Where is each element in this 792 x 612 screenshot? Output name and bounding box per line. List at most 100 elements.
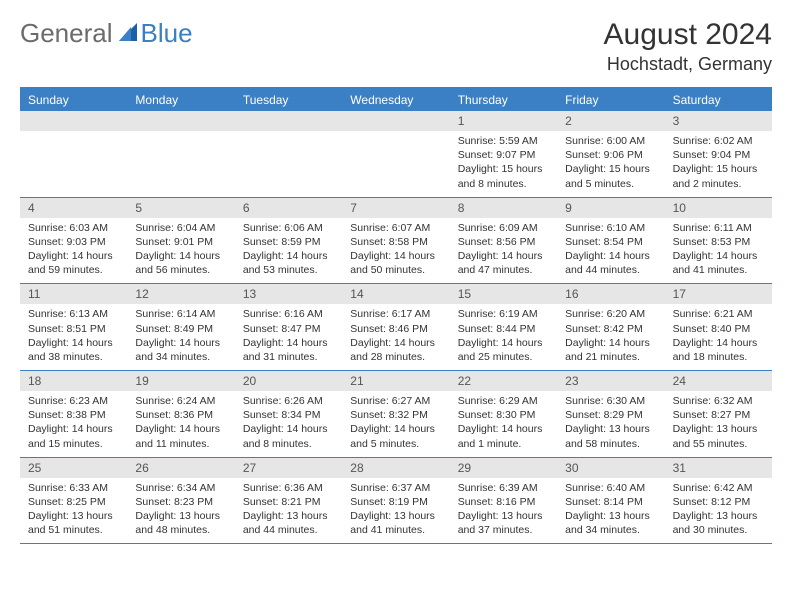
daylight-text: Daylight: 13 hours and 55 minutes. bbox=[673, 422, 764, 450]
day-data: Sunrise: 6:34 AMSunset: 8:23 PMDaylight:… bbox=[127, 478, 234, 544]
daylight-text: Daylight: 14 hours and 11 minutes. bbox=[135, 422, 226, 450]
daylight-text: Daylight: 14 hours and 1 minute. bbox=[458, 422, 549, 450]
sunrise-text: Sunrise: 6:02 AM bbox=[673, 134, 764, 148]
day-cell: 28Sunrise: 6:37 AMSunset: 8:19 PMDayligh… bbox=[342, 458, 449, 544]
sunset-text: Sunset: 8:56 PM bbox=[458, 235, 549, 249]
sunrise-text: Sunrise: 6:37 AM bbox=[350, 481, 441, 495]
day-number: 6 bbox=[235, 198, 342, 218]
daylight-text: Daylight: 14 hours and 50 minutes. bbox=[350, 249, 441, 277]
day-data: Sunrise: 6:40 AMSunset: 8:14 PMDaylight:… bbox=[557, 478, 664, 544]
day-data: Sunrise: 6:30 AMSunset: 8:29 PMDaylight:… bbox=[557, 391, 664, 457]
day-number: 23 bbox=[557, 371, 664, 391]
day-cell: 17Sunrise: 6:21 AMSunset: 8:40 PMDayligh… bbox=[665, 284, 772, 370]
day-number: 25 bbox=[20, 458, 127, 478]
sunset-text: Sunset: 8:40 PM bbox=[673, 322, 764, 336]
sunset-text: Sunset: 8:42 PM bbox=[565, 322, 656, 336]
day-cell: 29Sunrise: 6:39 AMSunset: 8:16 PMDayligh… bbox=[450, 458, 557, 544]
day-data bbox=[127, 131, 234, 193]
day-data: Sunrise: 6:11 AMSunset: 8:53 PMDaylight:… bbox=[665, 218, 772, 284]
daylight-text: Daylight: 13 hours and 44 minutes. bbox=[243, 509, 334, 537]
sunset-text: Sunset: 8:21 PM bbox=[243, 495, 334, 509]
daylight-text: Daylight: 14 hours and 56 minutes. bbox=[135, 249, 226, 277]
sunrise-text: Sunrise: 6:00 AM bbox=[565, 134, 656, 148]
daylight-text: Daylight: 14 hours and 25 minutes. bbox=[458, 336, 549, 364]
day-cell: 15Sunrise: 6:19 AMSunset: 8:44 PMDayligh… bbox=[450, 284, 557, 370]
daylight-text: Daylight: 14 hours and 53 minutes. bbox=[243, 249, 334, 277]
day-data: Sunrise: 6:29 AMSunset: 8:30 PMDaylight:… bbox=[450, 391, 557, 457]
daylight-text: Daylight: 14 hours and 34 minutes. bbox=[135, 336, 226, 364]
sunset-text: Sunset: 9:01 PM bbox=[135, 235, 226, 249]
sunset-text: Sunset: 9:03 PM bbox=[28, 235, 119, 249]
sunset-text: Sunset: 8:47 PM bbox=[243, 322, 334, 336]
day-header-wed: Wednesday bbox=[342, 89, 449, 111]
day-number: 5 bbox=[127, 198, 234, 218]
day-data: Sunrise: 6:21 AMSunset: 8:40 PMDaylight:… bbox=[665, 304, 772, 370]
daylight-text: Daylight: 13 hours and 51 minutes. bbox=[28, 509, 119, 537]
daylight-text: Daylight: 14 hours and 47 minutes. bbox=[458, 249, 549, 277]
weeks-container: 1Sunrise: 5:59 AMSunset: 9:07 PMDaylight… bbox=[20, 111, 772, 544]
day-data: Sunrise: 6:10 AMSunset: 8:54 PMDaylight:… bbox=[557, 218, 664, 284]
daylight-text: Daylight: 14 hours and 28 minutes. bbox=[350, 336, 441, 364]
sunset-text: Sunset: 8:44 PM bbox=[458, 322, 549, 336]
sunset-text: Sunset: 9:06 PM bbox=[565, 148, 656, 162]
day-number: 7 bbox=[342, 198, 449, 218]
day-number: 30 bbox=[557, 458, 664, 478]
day-data bbox=[235, 131, 342, 193]
day-number: 27 bbox=[235, 458, 342, 478]
day-header-row: Sunday Monday Tuesday Wednesday Thursday… bbox=[20, 89, 772, 111]
daylight-text: Daylight: 15 hours and 8 minutes. bbox=[458, 162, 549, 190]
sunset-text: Sunset: 8:59 PM bbox=[243, 235, 334, 249]
day-cell: 1Sunrise: 5:59 AMSunset: 9:07 PMDaylight… bbox=[450, 111, 557, 197]
sunrise-text: Sunrise: 6:07 AM bbox=[350, 221, 441, 235]
sunrise-text: Sunrise: 6:32 AM bbox=[673, 394, 764, 408]
daylight-text: Daylight: 14 hours and 8 minutes. bbox=[243, 422, 334, 450]
sunset-text: Sunset: 9:07 PM bbox=[458, 148, 549, 162]
sunrise-text: Sunrise: 6:11 AM bbox=[673, 221, 764, 235]
day-data: Sunrise: 6:17 AMSunset: 8:46 PMDaylight:… bbox=[342, 304, 449, 370]
day-data: Sunrise: 6:33 AMSunset: 8:25 PMDaylight:… bbox=[20, 478, 127, 544]
sunrise-text: Sunrise: 6:16 AM bbox=[243, 307, 334, 321]
sunset-text: Sunset: 8:51 PM bbox=[28, 322, 119, 336]
sunrise-text: Sunrise: 6:33 AM bbox=[28, 481, 119, 495]
day-data: Sunrise: 5:59 AMSunset: 9:07 PMDaylight:… bbox=[450, 131, 557, 197]
day-number: 20 bbox=[235, 371, 342, 391]
daylight-text: Daylight: 14 hours and 5 minutes. bbox=[350, 422, 441, 450]
day-number: 10 bbox=[665, 198, 772, 218]
sunset-text: Sunset: 8:23 PM bbox=[135, 495, 226, 509]
day-cell: 19Sunrise: 6:24 AMSunset: 8:36 PMDayligh… bbox=[127, 371, 234, 457]
sunset-text: Sunset: 8:32 PM bbox=[350, 408, 441, 422]
day-cell: 6Sunrise: 6:06 AMSunset: 8:59 PMDaylight… bbox=[235, 198, 342, 284]
sunrise-text: Sunrise: 6:19 AM bbox=[458, 307, 549, 321]
day-header-thu: Thursday bbox=[450, 89, 557, 111]
sunset-text: Sunset: 8:29 PM bbox=[565, 408, 656, 422]
week-row: 25Sunrise: 6:33 AMSunset: 8:25 PMDayligh… bbox=[20, 458, 772, 545]
month-title: August 2024 bbox=[604, 18, 772, 52]
day-number: 28 bbox=[342, 458, 449, 478]
sunset-text: Sunset: 8:38 PM bbox=[28, 408, 119, 422]
day-number: 2 bbox=[557, 111, 664, 131]
day-data: Sunrise: 6:02 AMSunset: 9:04 PMDaylight:… bbox=[665, 131, 772, 197]
logo-text-blue: Blue bbox=[141, 18, 193, 49]
day-cell: 2Sunrise: 6:00 AMSunset: 9:06 PMDaylight… bbox=[557, 111, 664, 197]
sunrise-text: Sunrise: 6:30 AM bbox=[565, 394, 656, 408]
daylight-text: Daylight: 14 hours and 59 minutes. bbox=[28, 249, 119, 277]
sunrise-text: Sunrise: 6:27 AM bbox=[350, 394, 441, 408]
daylight-text: Daylight: 13 hours and 30 minutes. bbox=[673, 509, 764, 537]
day-cell: 18Sunrise: 6:23 AMSunset: 8:38 PMDayligh… bbox=[20, 371, 127, 457]
day-data: Sunrise: 6:14 AMSunset: 8:49 PMDaylight:… bbox=[127, 304, 234, 370]
day-number bbox=[127, 111, 234, 131]
sunrise-text: Sunrise: 6:34 AM bbox=[135, 481, 226, 495]
day-cell: 5Sunrise: 6:04 AMSunset: 9:01 PMDaylight… bbox=[127, 198, 234, 284]
day-cell: 3Sunrise: 6:02 AMSunset: 9:04 PMDaylight… bbox=[665, 111, 772, 197]
sunrise-text: Sunrise: 6:17 AM bbox=[350, 307, 441, 321]
day-data: Sunrise: 6:19 AMSunset: 8:44 PMDaylight:… bbox=[450, 304, 557, 370]
calendar: Sunday Monday Tuesday Wednesday Thursday… bbox=[20, 87, 772, 544]
sunrise-text: Sunrise: 6:40 AM bbox=[565, 481, 656, 495]
daylight-text: Daylight: 14 hours and 44 minutes. bbox=[565, 249, 656, 277]
day-number: 26 bbox=[127, 458, 234, 478]
day-data: Sunrise: 6:04 AMSunset: 9:01 PMDaylight:… bbox=[127, 218, 234, 284]
day-number: 29 bbox=[450, 458, 557, 478]
title-block: August 2024 Hochstadt, Germany bbox=[604, 18, 772, 75]
day-cell: 21Sunrise: 6:27 AMSunset: 8:32 PMDayligh… bbox=[342, 371, 449, 457]
sunrise-text: Sunrise: 6:39 AM bbox=[458, 481, 549, 495]
